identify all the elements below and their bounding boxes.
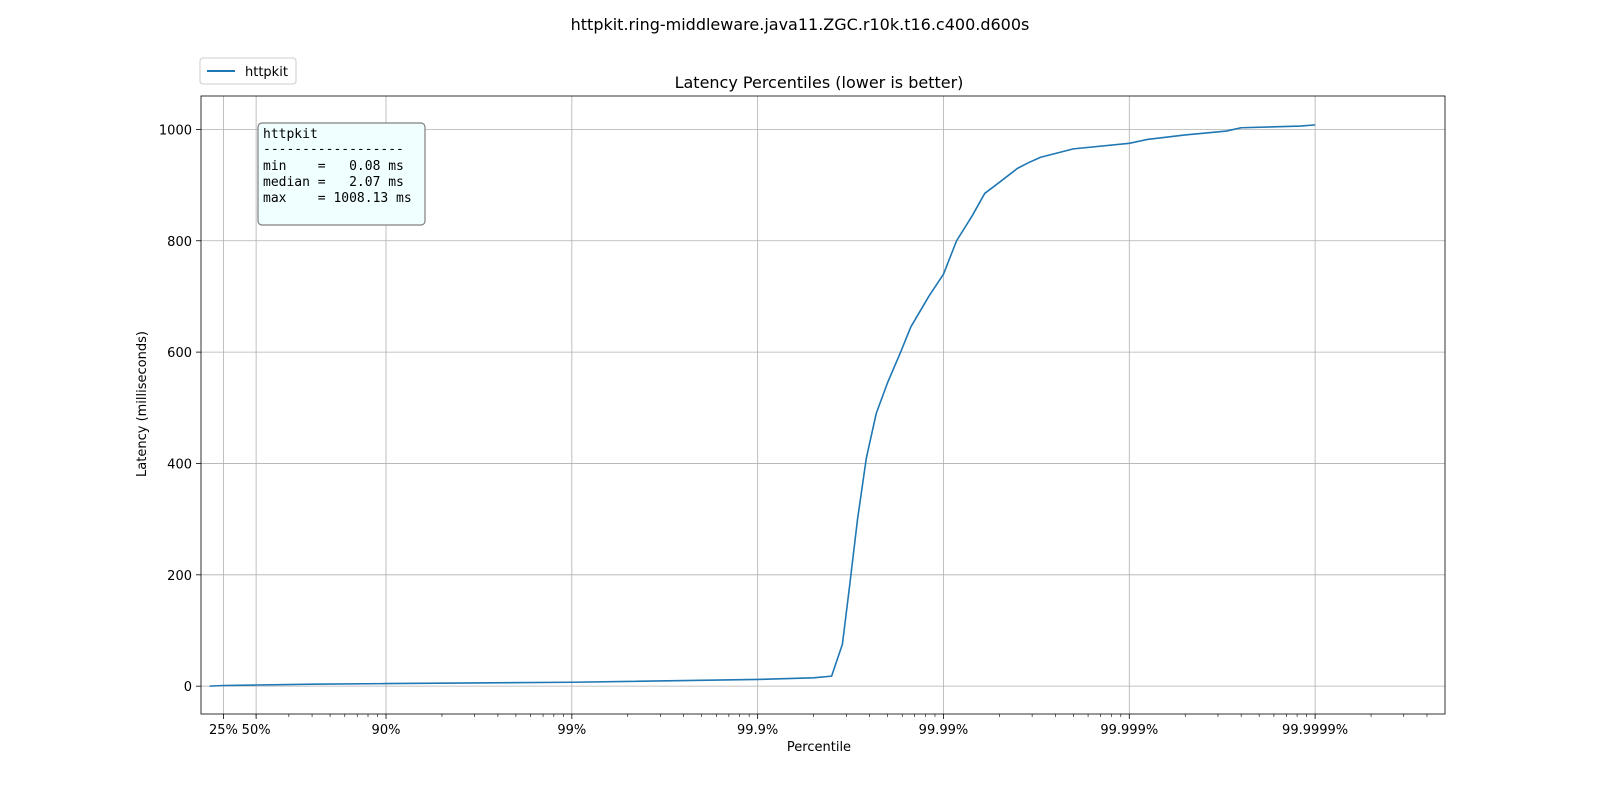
x-tick-label: 90% [372, 723, 401, 738]
y-tick-label: 600 [167, 346, 192, 361]
y-tick-label: 200 [167, 569, 192, 584]
y-axis-label: Latency (milliseconds) [135, 331, 150, 477]
legend: httpkit [199, 57, 297, 85]
x-axis-label: Percentile [787, 740, 851, 755]
y-tick-label: 800 [167, 235, 192, 250]
x-tick-label: 99.9999% [1282, 723, 1348, 738]
x-tick-label: 99% [557, 723, 586, 738]
x-tick-label: 50% [242, 723, 271, 738]
chart-suptitle: httpkit.ring-middleware.java11.ZGC.r10k.… [571, 15, 1030, 34]
x-tick-label: 25% [209, 723, 238, 738]
stats-line: httpkit [263, 127, 318, 142]
legend-label: httpkit [245, 65, 288, 80]
series-line-httpkit [209, 124, 1316, 687]
stats-line: max = 1008.13 ms [263, 191, 412, 206]
stats-box-frame [257, 122, 426, 226]
plot-frame [200, 95, 1446, 715]
plot-lines [209, 124, 1316, 687]
x-tick-label: 99.999% [1100, 723, 1158, 738]
y-tick-label: 1000 [159, 123, 192, 138]
stats-line: min = 0.08 ms [263, 159, 404, 174]
stats-line: ------------------ [263, 142, 404, 157]
y-tick-label: 400 [167, 457, 192, 472]
x-tick-label: 99.9% [737, 723, 778, 738]
stats-line: median = 2.07 ms [263, 175, 404, 190]
stats-box: httpkit ------------------ min = 0.08 ms… [257, 122, 426, 226]
y-tick-label: 0 [184, 680, 192, 695]
chart-title: Latency Percentiles (lower is better) [675, 73, 964, 92]
x-tick-label: 99.99% [919, 723, 969, 738]
legend-frame [199, 57, 297, 85]
axes: 0 200 400 600 800 1000 25% 50% 90% 99% 99.9% 99.99%… [159, 95, 1446, 738]
